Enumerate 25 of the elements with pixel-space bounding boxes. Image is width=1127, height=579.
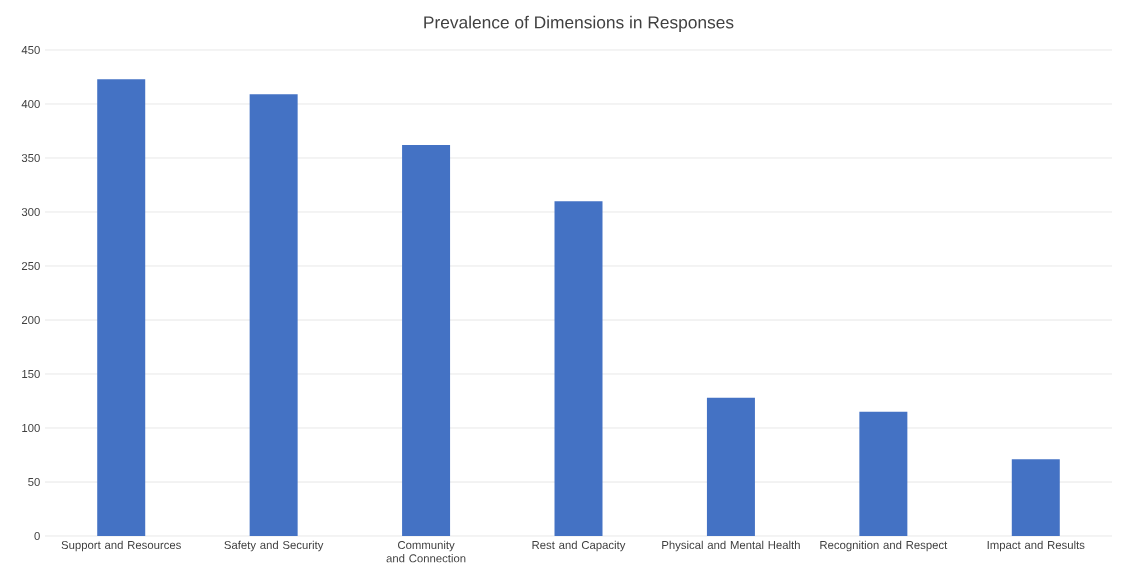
bar [249, 94, 298, 536]
x-tick-label: Recognition and Respect [820, 540, 948, 552]
y-tick-label: 250 [21, 262, 40, 270]
y-tick-label: 300 [21, 208, 40, 216]
y-tick-label: 150 [22, 370, 40, 379]
x-tick-label: Community and Connection [386, 540, 466, 563]
x-tick-label: Rest and Capacity [532, 540, 626, 552]
y-tick-label: 350 [21, 154, 40, 162]
x-tick-label: Physical and Mental Health [662, 540, 800, 552]
y-tick-label: 100 [22, 424, 40, 433]
y-tick-label: 450 [21, 45, 40, 54]
bar [402, 145, 451, 536]
y-tick-label: 0 [34, 532, 40, 541]
x-tick-label: Safety and Security [224, 540, 324, 552]
bar [859, 411, 908, 536]
chart-title: Prevalence of Dimensions in Responses [424, 15, 734, 32]
bar [1011, 459, 1060, 536]
bar [97, 79, 146, 536]
y-tick-label: 400 [21, 99, 40, 108]
y-tick-label: 50 [28, 478, 40, 487]
x-tick-label: Impact and Results [987, 540, 1085, 552]
y-tick-label: 200 [21, 316, 40, 324]
bar [554, 201, 603, 536]
x-tick-label: Support and Resources [61, 540, 181, 552]
bar [706, 397, 755, 536]
